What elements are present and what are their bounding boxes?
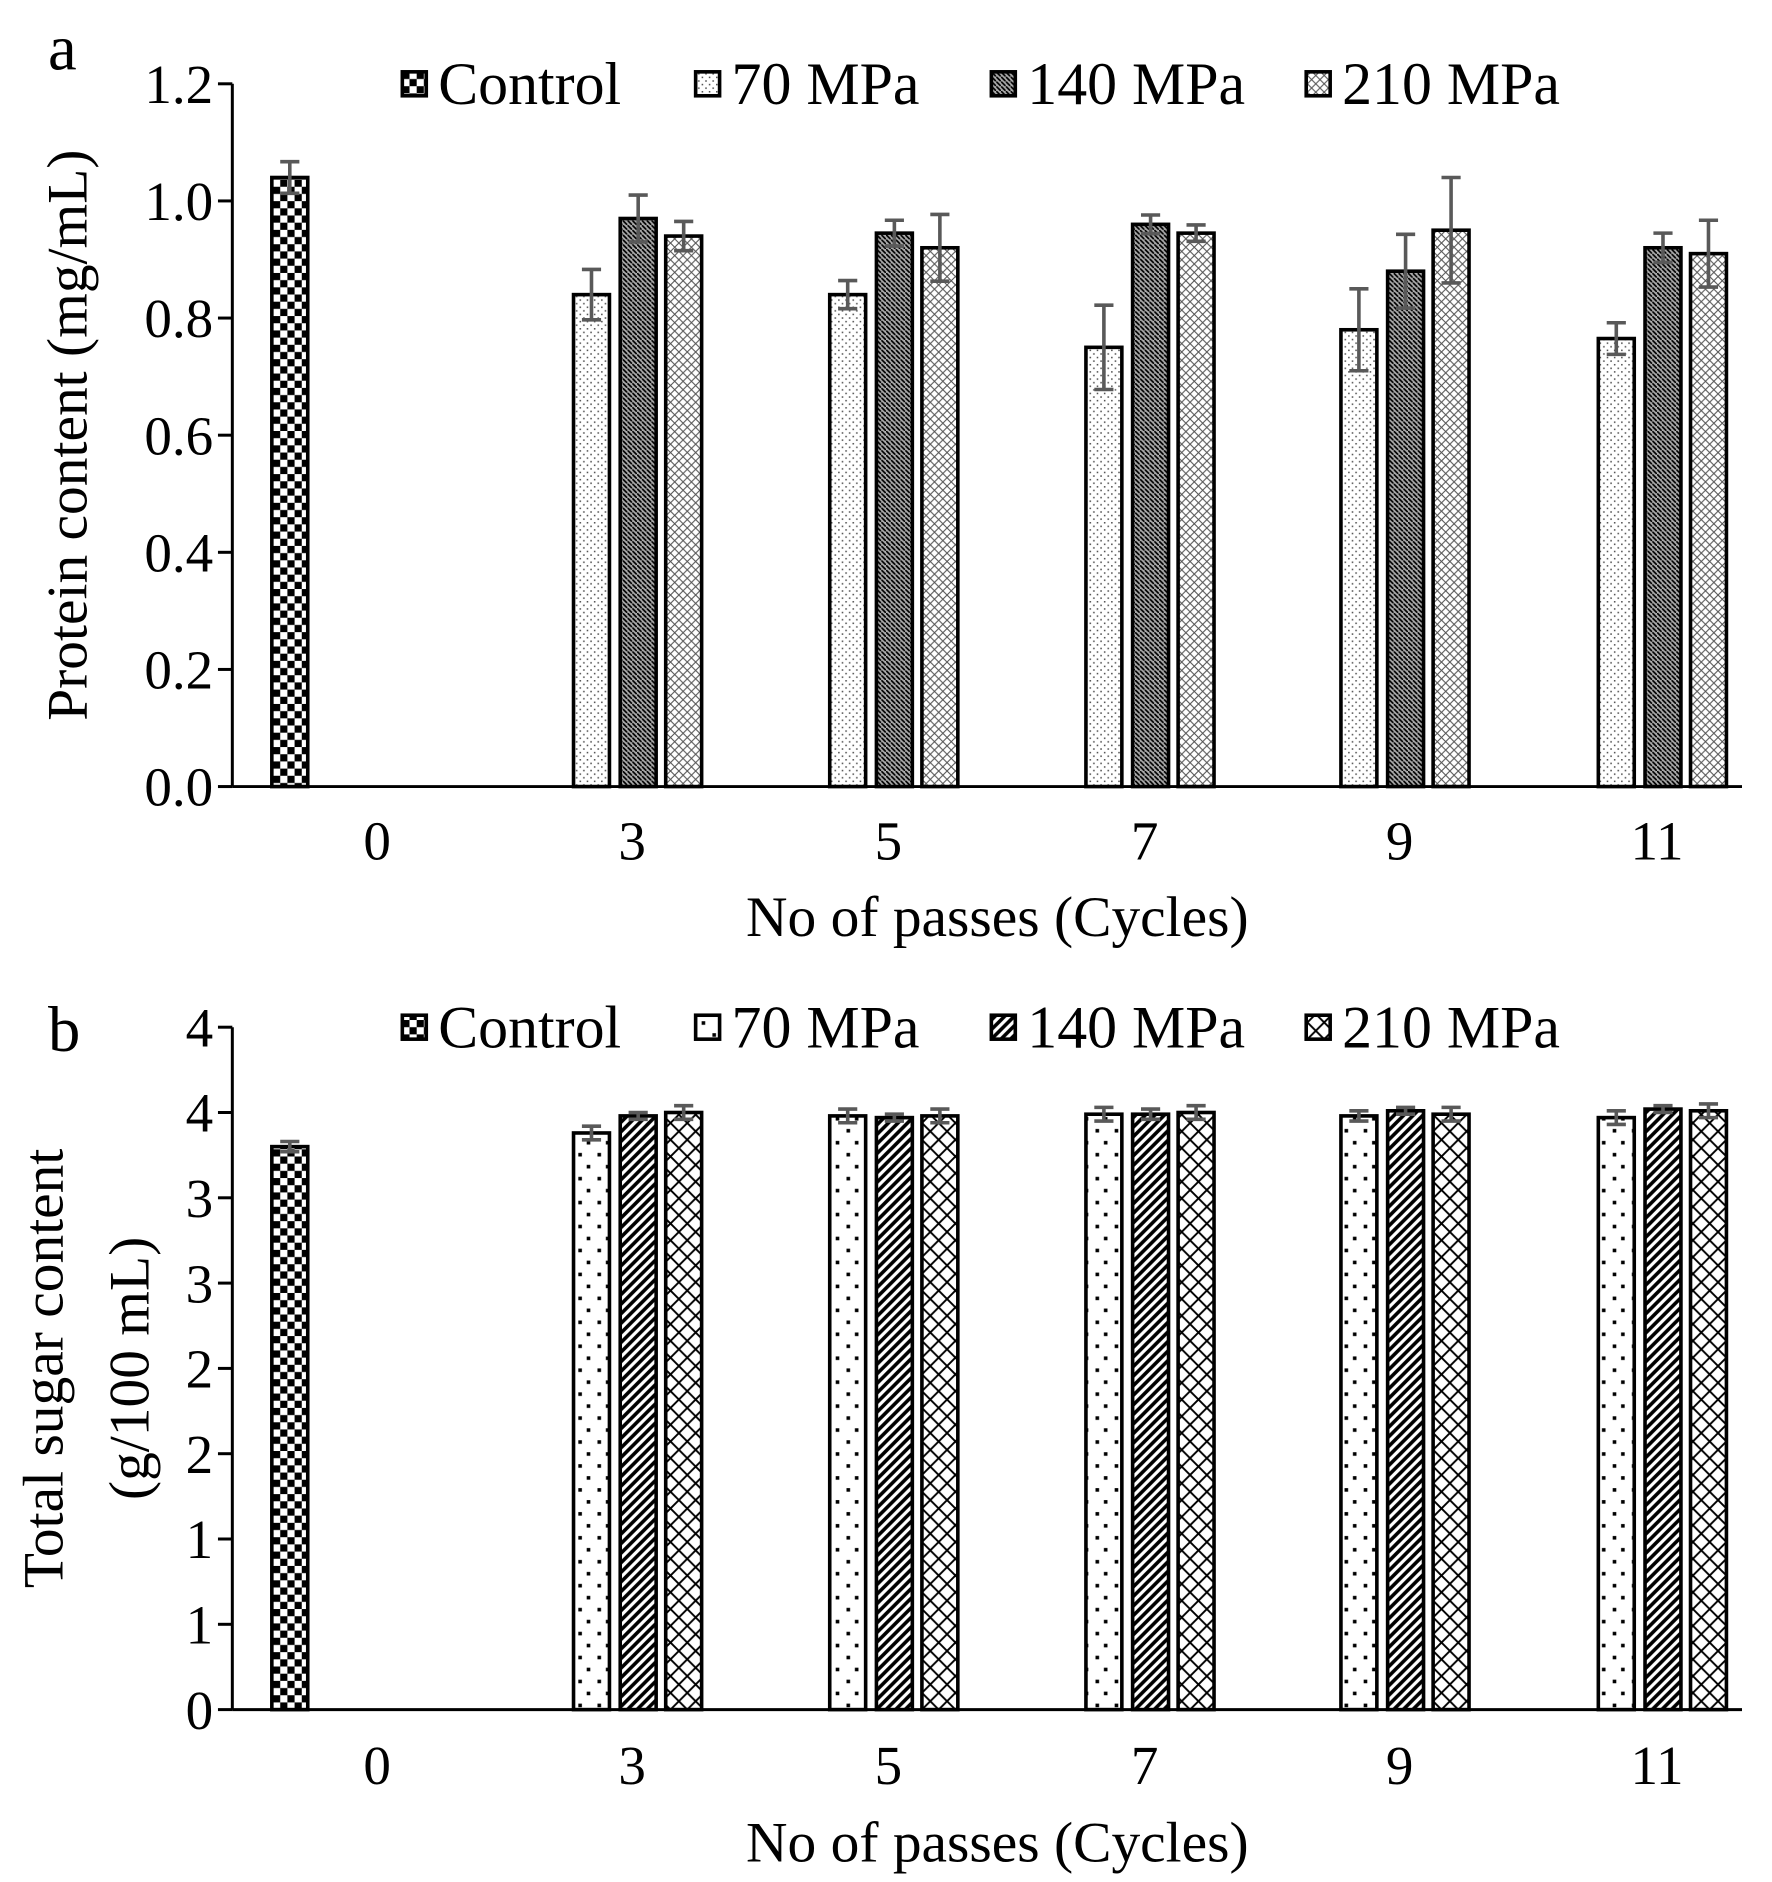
x-axis-title: No of passes (Cycles): [746, 1812, 1249, 1875]
bar-210-mpa: [1688, 251, 1729, 789]
y-tick-label: 0.0: [144, 757, 213, 818]
x-tick-label: 11: [1630, 811, 1683, 872]
legend-swatch: [400, 1013, 429, 1041]
bar-control: [270, 175, 310, 789]
y-tick-label: 4: [186, 1083, 214, 1144]
bar-140-mpa: [618, 216, 658, 789]
bar-210-mpa: [1431, 1112, 1471, 1712]
x-tick-label: 5: [875, 811, 903, 872]
bar-210-mpa: [663, 1110, 704, 1712]
y-tick-label: 1: [186, 1594, 214, 1655]
y-tick-label: 4: [186, 997, 214, 1058]
panel-label: a: [48, 11, 77, 83]
y-tick-label: 1.2: [144, 54, 213, 115]
bar-140-mpa: [618, 1114, 658, 1712]
bar-140-mpa: [1385, 1108, 1426, 1712]
bar-70-mpa: [827, 1114, 868, 1712]
legend-label: Control: [438, 51, 621, 117]
bar-140-mpa: [874, 1115, 915, 1712]
bar-70-mpa: [1596, 1115, 1637, 1712]
bar-210-mpa: [920, 1114, 960, 1712]
legend-swatch: [1304, 70, 1332, 98]
bar-210-mpa: [1688, 1108, 1729, 1712]
bar-70-mpa: [827, 292, 868, 789]
y-tick-label: 2: [186, 1339, 214, 1400]
bar-210-mpa: [663, 234, 704, 789]
y-tick-label: 1.0: [144, 171, 213, 232]
panel-a: a 0.0 0.2 0.4 0.6 0.8 1.0 1.2 0 3 5 7 9 11 No of passe…: [36, 11, 1742, 949]
x-tick-label: 0: [363, 1735, 391, 1796]
x-tick-label: 7: [1131, 811, 1159, 872]
x-tick-label: 3: [618, 811, 646, 872]
bar-140-mpa: [1643, 1107, 1683, 1712]
legend-label: 70 MPa: [732, 995, 920, 1061]
legend-swatch: [989, 1013, 1018, 1041]
y-tick-label: 0.8: [144, 288, 213, 349]
legend-swatch: [1304, 1013, 1332, 1041]
y-tick-label: 0.4: [144, 522, 213, 583]
x-axis-title: No of passes (Cycles): [746, 886, 1249, 949]
legend-swatch: [400, 70, 429, 98]
bar-70-mpa: [1084, 345, 1124, 789]
y-axis-title: (g/100 mL): [99, 1237, 162, 1500]
bar-210-mpa: [1431, 228, 1471, 789]
legend-swatch: [989, 70, 1018, 98]
bar-70-mpa: [571, 292, 612, 789]
bar-140-mpa: [874, 231, 915, 789]
bar-140-mpa: [1385, 269, 1426, 789]
x-tick-label: 9: [1386, 1735, 1414, 1796]
bar-210-mpa: [1176, 231, 1216, 789]
x-tick-label: 3: [618, 1735, 646, 1796]
legend-label: 70 MPa: [732, 51, 920, 117]
legend-swatch: [693, 1013, 722, 1041]
bar-140-mpa: [1643, 245, 1683, 789]
legend-label: Control: [438, 995, 621, 1061]
bar-140-mpa: [1130, 1112, 1171, 1712]
bar-70-mpa: [1339, 327, 1379, 789]
bar-70-mpa: [571, 1131, 612, 1712]
x-tick-label: 9: [1386, 811, 1414, 872]
bar-70-mpa: [1339, 1114, 1379, 1712]
y-tick-label: 3: [186, 1168, 214, 1229]
bar-210-mpa: [1176, 1110, 1216, 1712]
bar-140-mpa: [1130, 222, 1171, 789]
y-tick-label: 0: [186, 1680, 214, 1741]
y-tick-label: 0.2: [144, 640, 213, 701]
x-tick-label: 5: [875, 1735, 903, 1796]
x-tick-label: 0: [363, 811, 391, 872]
legend-label: 210 MPa: [1342, 995, 1560, 1061]
x-tick-label: 7: [1131, 1735, 1159, 1796]
y-axis-title: Protein content (mg/mL): [36, 150, 99, 721]
y-tick-label: 3: [186, 1253, 214, 1314]
y-tick-label: 2: [186, 1424, 214, 1485]
panel-label: b: [48, 993, 80, 1065]
x-tick-label: 11: [1630, 1735, 1683, 1796]
legend-label: 140 MPa: [1027, 995, 1245, 1061]
legend-swatch: [693, 70, 722, 98]
legend-label: 140 MPa: [1027, 51, 1245, 117]
y-axis-title: Total sugar content: [12, 1149, 75, 1589]
bar-210-mpa: [920, 245, 960, 789]
y-tick-label: 1: [186, 1509, 214, 1570]
bar-70-mpa: [1596, 336, 1637, 789]
bar-70-mpa: [1084, 1112, 1124, 1712]
bar-control: [270, 1144, 310, 1712]
legend-label: 210 MPa: [1342, 51, 1560, 117]
y-tick-label: 0.6: [144, 405, 213, 466]
